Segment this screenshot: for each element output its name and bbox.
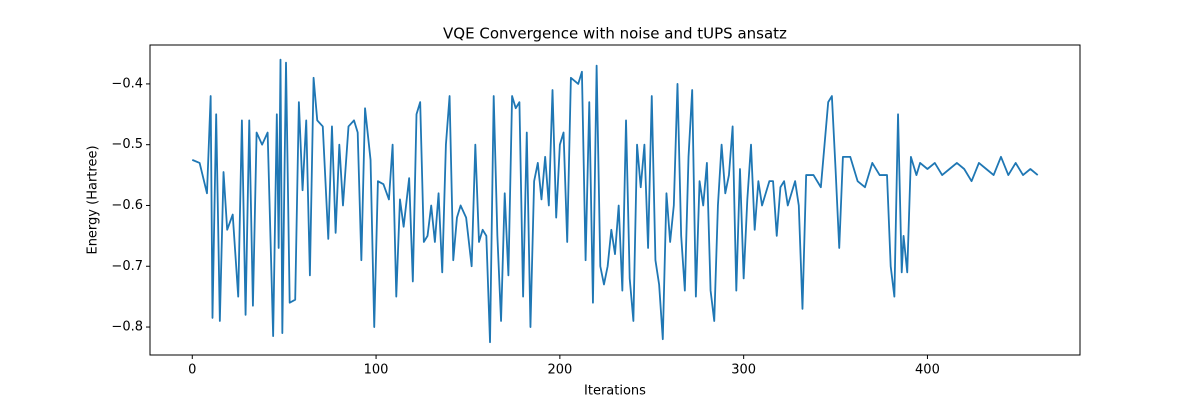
x-tick-label: 100 bbox=[364, 363, 389, 378]
x-tick-label: 0 bbox=[188, 363, 196, 378]
x-axis-label: Iterations bbox=[584, 384, 646, 399]
y-tick-label: −0.8 bbox=[111, 320, 143, 335]
chart-title: VQE Convergence with noise and tUPS ansa… bbox=[443, 25, 787, 43]
y-tick-label: −0.5 bbox=[111, 137, 143, 152]
y-axis-label: Energy (Hartree) bbox=[86, 145, 101, 254]
x-tick-label: 200 bbox=[547, 363, 572, 378]
y-tick-label: −0.7 bbox=[111, 259, 143, 274]
plot-frame bbox=[149, 44, 1081, 356]
data-line bbox=[191, 58, 1039, 344]
y-tick-label: −0.6 bbox=[111, 198, 143, 213]
x-tick-label: 300 bbox=[731, 363, 756, 378]
x-tick-label: 400 bbox=[915, 363, 940, 378]
y-tick-label: −0.4 bbox=[111, 76, 143, 91]
